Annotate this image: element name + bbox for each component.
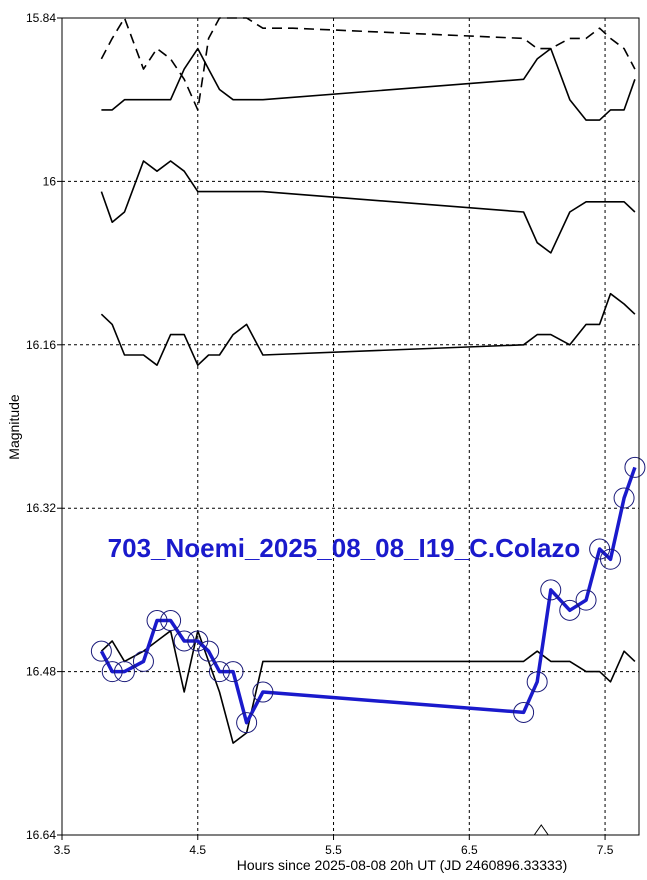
- target-data-point: [160, 610, 182, 632]
- target-data-point: [173, 630, 195, 652]
- target-data-point: [208, 661, 230, 683]
- plot-frame: [61, 17, 640, 836]
- target-data-point: [559, 599, 581, 621]
- x-tick-label: 4.5: [189, 843, 206, 857]
- target-data-point: [101, 661, 123, 683]
- y-tick-label: 15.84: [26, 11, 56, 25]
- target-data-point: [198, 640, 220, 662]
- target-data-point: [624, 456, 646, 478]
- x-axis-title: Hours since 2025-08-08 20h UT (JD 246089…: [237, 857, 568, 873]
- x-tick-label: 6.5: [461, 843, 478, 857]
- series-line-comparison-1: [101, 47, 636, 121]
- target-data-point: [113, 661, 135, 683]
- target-data-point: [236, 712, 258, 734]
- target-data-point: [146, 610, 168, 632]
- x-tick-label: 7.5: [597, 843, 614, 857]
- target-data-point: [599, 548, 621, 570]
- y-tick-label: 16.48: [26, 665, 56, 679]
- y-tick-label: 16: [43, 174, 57, 188]
- target-data-point: [132, 650, 154, 672]
- data-series: [90, 17, 646, 744]
- target-data-point: [252, 681, 274, 703]
- series-line-target: [99, 466, 637, 725]
- time-marker-triangle: [533, 824, 550, 836]
- series-line-comparison-2: [100, 160, 636, 254]
- y-axis-title: Magnitude: [6, 394, 22, 460]
- axis-ticks: 3.5 4.5 5.5 6.5 7.5 15.84 16 16.16 16.32 16.48 16.…: [26, 11, 614, 857]
- y-tick-label: 16.16: [26, 338, 56, 352]
- x-tick-label: 3.5: [54, 843, 71, 857]
- target-data-point: [575, 589, 597, 611]
- y-tick-label: 16.64: [26, 828, 56, 842]
- chart-title: 703_Noemi_2025_08_08_I19_C.Colazo: [108, 533, 581, 563]
- target-data-point: [613, 487, 635, 509]
- target-data-point: [526, 671, 548, 693]
- target-data-point: [222, 661, 244, 683]
- target-data-point: [513, 701, 535, 723]
- target-data-point: [540, 579, 562, 601]
- target-data-point: [90, 640, 112, 662]
- y-tick-label: 16.32: [26, 501, 56, 515]
- x-tick-label: 5.5: [325, 843, 342, 857]
- series-line-comparison-3: [100, 292, 636, 367]
